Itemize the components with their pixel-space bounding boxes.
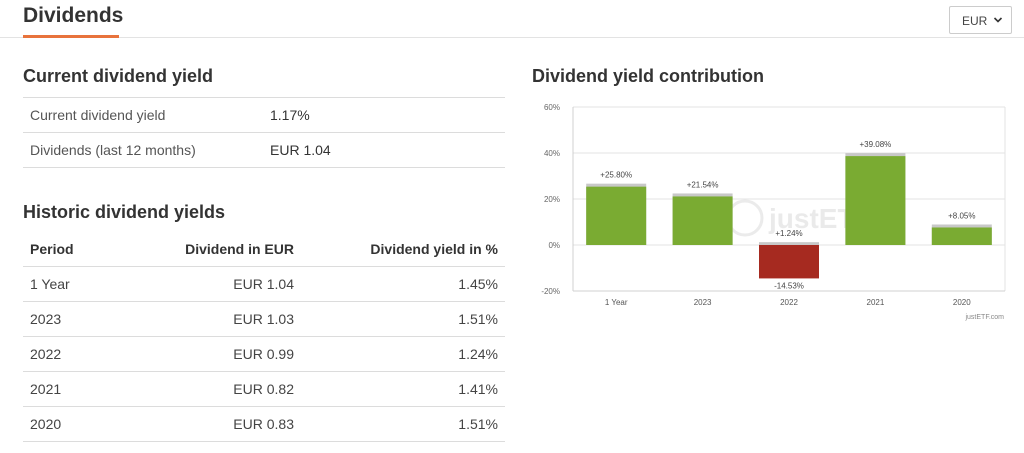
table-header-row: Period Dividend in EUR Dividend yield in… <box>23 231 505 267</box>
cell-yield: 1.51% <box>301 301 505 337</box>
historic-yield-heading: Historic dividend yields <box>23 202 226 222</box>
cell-dividend: EUR 0.82 <box>157 371 301 407</box>
chevron-down-icon <box>993 17 1003 23</box>
data-label: +39.08% <box>859 140 891 149</box>
title-underline <box>23 35 119 38</box>
table-row: Dividends (last 12 months) EUR 1.04 <box>23 132 505 168</box>
data-label: +25.80% <box>600 171 632 180</box>
col-header-yield: Dividend yield in % <box>301 231 505 267</box>
cell-period: 2021 <box>23 371 157 407</box>
y-tick-label: 40% <box>544 149 560 158</box>
cell-period: 2023 <box>23 301 157 337</box>
dividend-bar <box>759 242 819 245</box>
cell-yield: 1.24% <box>301 336 505 372</box>
currency-value: EUR <box>962 14 988 28</box>
row-value: EUR 1.04 <box>263 132 505 168</box>
cell-yield: 1.45% <box>301 266 505 302</box>
current-yield-table: Current dividend yield 1.17% Dividends (… <box>23 97 505 168</box>
page-title: Dividends <box>23 4 124 27</box>
header: Dividends EUR <box>0 0 1024 38</box>
chart-credit: justETF.com <box>964 314 1004 321</box>
table-row: 2021 EUR 0.82 1.41% <box>23 371 505 407</box>
x-tick-label: 2023 <box>694 298 712 307</box>
row-value: 1.17% <box>263 97 505 133</box>
dividend-chart: justETF 60% 40% 20% 0% -20% +25.80% 1 Year +21.… <box>523 95 1013 325</box>
cell-period: 1 Year <box>23 266 157 302</box>
bar <box>931 227 992 245</box>
table-row: 2020 EUR 0.83 1.51% <box>23 406 505 442</box>
cell-period: 2022 <box>23 336 157 372</box>
chart-title: Dividend yield contribution <box>532 66 765 86</box>
x-tick-label: 1 Year <box>605 298 628 307</box>
table-row: 2022 EUR 0.99 1.24% <box>23 336 505 372</box>
col-header-period: Period <box>23 231 157 267</box>
data-label: +1.24% <box>775 229 802 238</box>
bar <box>672 196 733 245</box>
current-yield-heading: Current dividend yield <box>23 66 214 86</box>
data-label: -14.53% <box>774 281 804 290</box>
y-tick-label: -20% <box>541 287 560 296</box>
historic-yield-table: Period Dividend in EUR Dividend yield in… <box>23 231 505 442</box>
chart-svg: justETF 60%40%20%0%-20%+25.80%1 Year+21.… <box>541 103 1006 321</box>
col-header-dividend: Dividend in EUR <box>157 231 301 267</box>
cell-dividend: EUR 0.83 <box>157 406 301 442</box>
table-row: Current dividend yield 1.17% <box>23 97 505 133</box>
y-tick-label: 60% <box>544 103 560 112</box>
bar <box>759 245 819 279</box>
currency-select[interactable]: EUR <box>949 6 1012 34</box>
cell-yield: 1.41% <box>301 371 505 407</box>
row-label: Dividends (last 12 months) <box>23 132 263 168</box>
cell-dividend: EUR 1.03 <box>157 301 301 337</box>
data-label: +21.54% <box>687 180 719 189</box>
x-tick-label: 2021 <box>867 298 885 307</box>
y-tick-label: 0% <box>548 241 560 250</box>
bar <box>845 156 906 245</box>
row-label: Current dividend yield <box>23 97 263 133</box>
table-row: 1 Year EUR 1.04 1.45% <box>23 266 505 302</box>
cell-period: 2020 <box>23 406 157 442</box>
data-label: +8.05% <box>948 211 975 220</box>
cell-dividend: EUR 1.04 <box>157 266 301 302</box>
bar <box>586 186 647 245</box>
x-tick-label: 2020 <box>953 298 971 307</box>
table-row: 2023 EUR 1.03 1.51% <box>23 301 505 337</box>
x-tick-label: 2022 <box>780 298 798 307</box>
cell-yield: 1.51% <box>301 406 505 442</box>
y-tick-label: 20% <box>544 195 560 204</box>
cell-dividend: EUR 0.99 <box>157 336 301 372</box>
